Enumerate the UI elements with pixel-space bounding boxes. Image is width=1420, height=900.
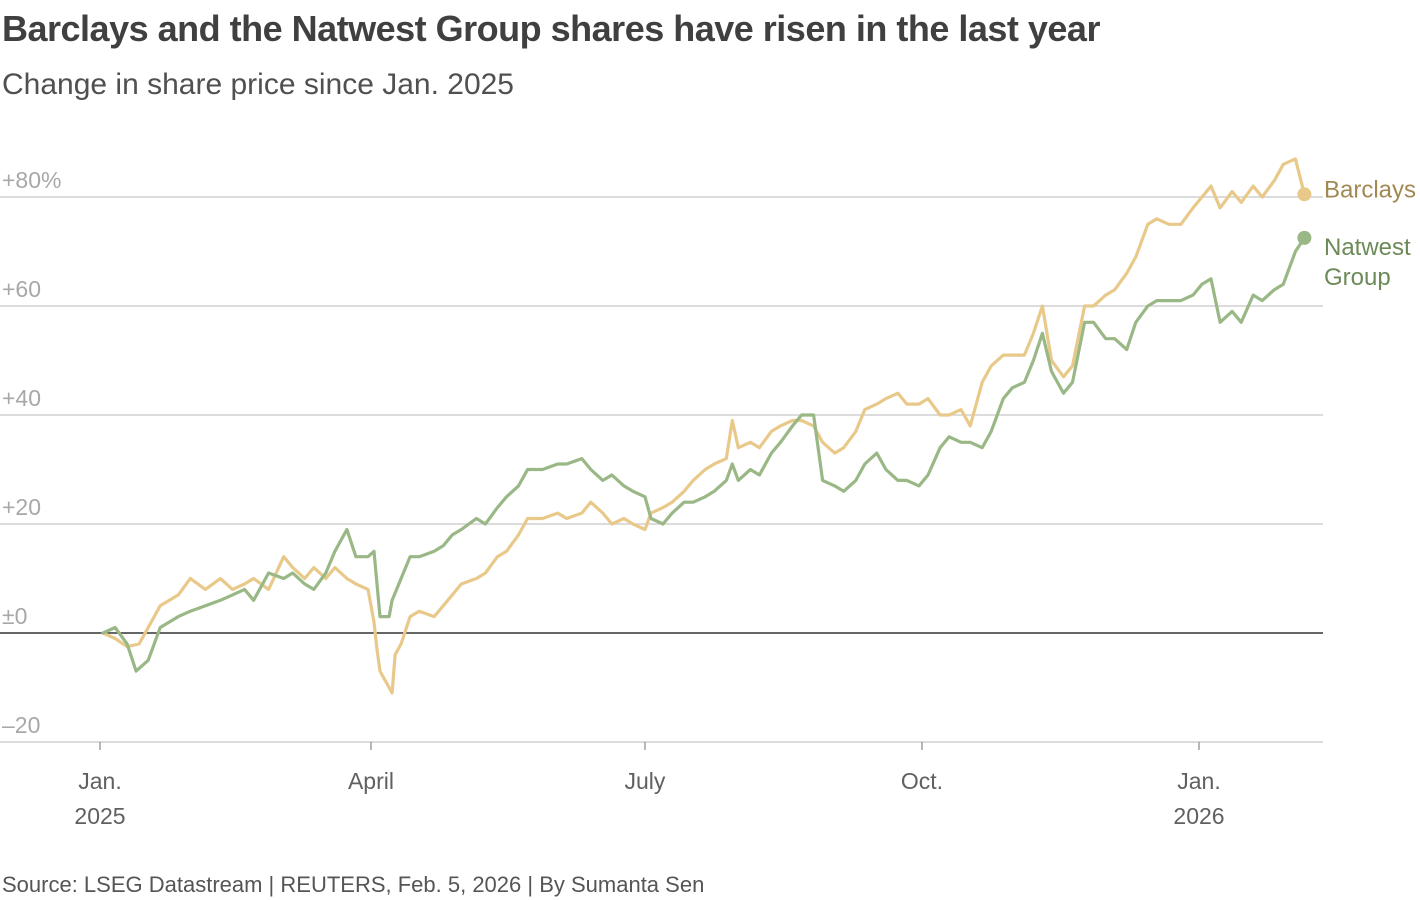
chart-subtitle: Change in share price since Jan. 2025 <box>2 68 514 101</box>
natwest-end-point <box>1297 230 1312 245</box>
x-tick-label: Oct. <box>901 768 943 794</box>
x-tick-label: July <box>625 768 666 794</box>
grid-layer: +80% +60 +40 +20 ±0 –20 <box>0 167 1323 743</box>
y-tick-label: –20 <box>2 712 40 738</box>
y-tick-label: +80% <box>2 167 61 193</box>
x-tick-label: April <box>348 768 394 794</box>
source-note: Source: LSEG Datastream | REUTERS, Feb. … <box>2 872 705 897</box>
y-tick-label: +20 <box>2 494 41 520</box>
x-tick-label: Jan. <box>78 768 121 794</box>
natwest-series-label: Natwest Group <box>1324 234 1411 291</box>
barclays-series-label: Barclays <box>1324 176 1416 203</box>
x-tick-sublabel: 2026 <box>1173 803 1224 829</box>
x-tick-label: Jan. <box>1177 768 1220 794</box>
barclays-series-line <box>101 157 1307 695</box>
series-labels: Barclays Natwest Group <box>1324 176 1416 291</box>
y-tick-label: ±0 <box>2 603 27 629</box>
x-tick-sublabel: 2025 <box>74 803 125 829</box>
x-axis: Jan. 2025 April July Oct. Jan. 2026 <box>74 742 1225 829</box>
chart-title: Barclays and the Natwest Group shares ha… <box>2 8 1100 49</box>
barclays-end-point <box>1297 187 1312 202</box>
y-tick-label: +40 <box>2 385 41 411</box>
series-layer <box>101 157 1312 695</box>
natwest-series-line <box>101 236 1307 673</box>
y-tick-label: +60 <box>2 276 41 302</box>
